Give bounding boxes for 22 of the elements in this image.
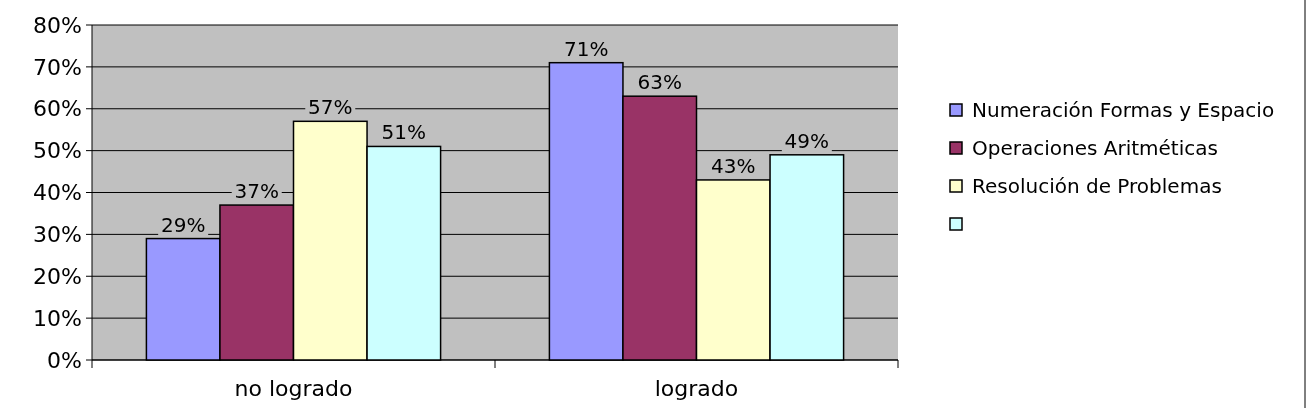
y-tick-label: 50% xyxy=(33,138,82,164)
data-label: 57% xyxy=(308,95,353,120)
y-tick-label: 60% xyxy=(33,96,82,122)
data-label: 63% xyxy=(637,70,682,95)
data-label: 29% xyxy=(160,212,206,237)
data-label: 43% xyxy=(711,153,756,178)
y-tick-label: 0% xyxy=(47,347,82,373)
y-tick-label: 30% xyxy=(33,222,82,248)
y-tick-label: 80% xyxy=(33,12,82,38)
y-tick-label: 70% xyxy=(33,54,82,80)
legend-label: Operaciones Aritméticas xyxy=(972,136,1218,160)
y-tick-label: 20% xyxy=(33,263,82,289)
y-tick-label: 10% xyxy=(33,305,82,331)
legend-label: Resolución de Problemas xyxy=(972,174,1222,198)
x-tick-label: no logrado xyxy=(234,376,353,401)
x-tick-label: logrado xyxy=(654,376,739,401)
data-label: 37% xyxy=(234,179,279,204)
data-label: 71% xyxy=(563,36,609,61)
y-tick-label: 40% xyxy=(33,180,82,206)
data-label: 49% xyxy=(784,128,830,153)
legend-label: Numeración Formas y Espacio xyxy=(972,98,1275,122)
data-label: 51% xyxy=(381,120,427,145)
